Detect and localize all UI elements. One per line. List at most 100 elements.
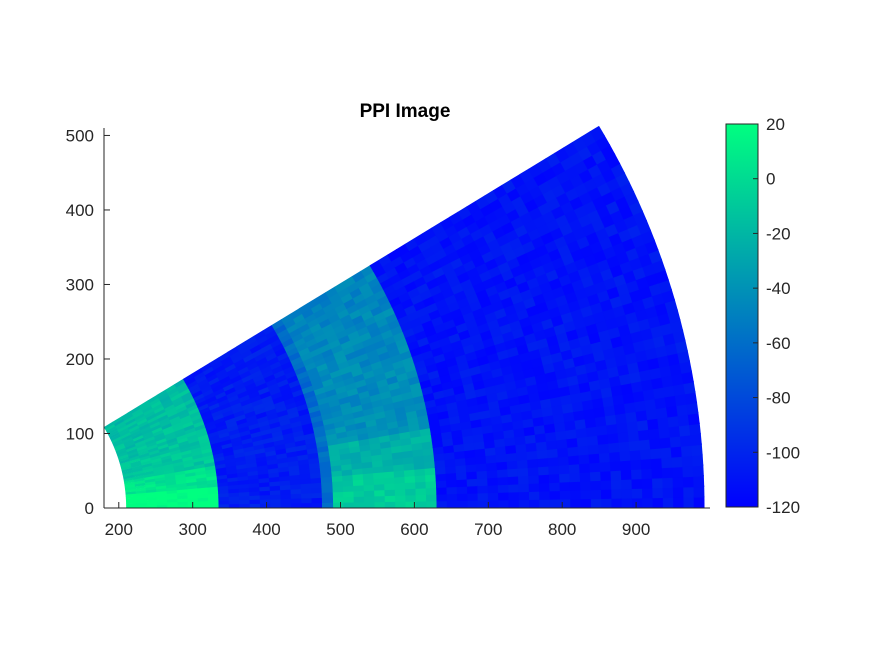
ppi-cell bbox=[641, 477, 653, 489]
ppi-cell bbox=[192, 456, 205, 463]
ppi-cell bbox=[404, 481, 416, 490]
ppi-cell bbox=[267, 416, 280, 425]
ppi-cell bbox=[487, 491, 499, 501]
ppi-cell bbox=[228, 370, 241, 380]
ppi-cell bbox=[466, 470, 478, 480]
ppi-cell bbox=[203, 391, 216, 401]
ppi-cell bbox=[238, 345, 251, 355]
ppi-cell bbox=[213, 387, 225, 396]
ppi-cell bbox=[163, 428, 175, 436]
ppi-cell bbox=[274, 346, 287, 357]
ppi-cell bbox=[562, 410, 575, 423]
ppi-cell bbox=[280, 488, 292, 495]
ppi-cell bbox=[146, 504, 158, 508]
ppi-cell bbox=[545, 439, 558, 450]
ppi-cell bbox=[436, 486, 448, 495]
ppi-cell bbox=[153, 432, 165, 440]
ppi-cell bbox=[237, 390, 249, 399]
ppi-cell bbox=[155, 437, 167, 445]
ppi-cell bbox=[288, 379, 301, 389]
ppi-cell bbox=[129, 427, 141, 435]
ppi-cell bbox=[589, 125, 606, 142]
ppi-cell bbox=[351, 467, 364, 476]
ppi-cell bbox=[527, 391, 541, 403]
ppi-cell bbox=[299, 379, 313, 390]
ppi-cell bbox=[238, 491, 250, 497]
x-tick-label: 300 bbox=[178, 520, 206, 539]
ppi-cell bbox=[309, 472, 322, 479]
ppi-cell bbox=[293, 337, 306, 348]
ppi-cell bbox=[434, 466, 447, 475]
ppi-cell bbox=[216, 424, 228, 432]
ppi-cell bbox=[344, 324, 358, 336]
ppi-cell bbox=[306, 366, 319, 376]
ppi-cell bbox=[176, 405, 188, 414]
range-band bbox=[281, 265, 437, 508]
ppi-cell bbox=[119, 460, 131, 467]
ppi-cell bbox=[211, 409, 223, 418]
ppi-cell bbox=[191, 450, 203, 457]
ppi-cell bbox=[622, 391, 635, 405]
ppi-cell bbox=[352, 478, 364, 487]
ppi-cell bbox=[519, 401, 532, 413]
ppi-cell bbox=[556, 438, 568, 449]
plot-area bbox=[103, 125, 705, 508]
ppi-cell bbox=[616, 363, 630, 377]
ppi-cell bbox=[150, 400, 162, 409]
ppi-cell bbox=[238, 483, 250, 489]
ppi-cell bbox=[339, 313, 353, 325]
ppi-cell bbox=[566, 374, 580, 387]
ppi-cell bbox=[269, 338, 283, 349]
ppi-cell bbox=[323, 353, 336, 364]
ppi-cell bbox=[256, 415, 269, 424]
ppi-cell bbox=[194, 423, 206, 432]
ppi-cell bbox=[124, 483, 136, 488]
ppi-cell bbox=[103, 421, 115, 430]
ppi-cell bbox=[546, 378, 559, 391]
ppi-cell bbox=[282, 365, 295, 375]
ppi-cell bbox=[309, 409, 322, 419]
ppi-cell bbox=[124, 441, 136, 448]
ppi-cell bbox=[399, 250, 413, 263]
ppi-cell bbox=[133, 472, 145, 478]
ppi-cell bbox=[218, 503, 230, 508]
ppi-cell bbox=[172, 458, 184, 464]
ppi-cell bbox=[189, 410, 201, 419]
ppi-cell bbox=[624, 351, 638, 365]
ppi-cell bbox=[237, 479, 250, 485]
ppi-cell bbox=[300, 492, 312, 499]
ppi-cell bbox=[142, 467, 154, 473]
ppi-cell bbox=[149, 421, 161, 429]
ppi-cell bbox=[497, 483, 509, 493]
ppi-cell bbox=[156, 504, 168, 508]
ppi-cell bbox=[267, 333, 280, 344]
ppi-cell bbox=[492, 184, 508, 199]
ppi-cell bbox=[384, 501, 396, 508]
ppi-cell bbox=[131, 432, 143, 440]
ppi-cell bbox=[457, 499, 468, 508]
ppi-cell bbox=[261, 432, 274, 440]
ppi-cell bbox=[175, 430, 187, 438]
chart-title: PPI Image bbox=[360, 101, 451, 122]
ppi-cell bbox=[355, 298, 369, 310]
ppi-cell bbox=[662, 496, 674, 508]
ppi-cell bbox=[340, 292, 354, 304]
ppi-cell bbox=[440, 216, 454, 231]
ppi-cell bbox=[373, 338, 387, 350]
ppi-cell bbox=[179, 388, 191, 397]
ppi-cell bbox=[649, 437, 661, 450]
ppi-cell bbox=[197, 493, 209, 499]
ppi-cell bbox=[313, 357, 327, 368]
ppi-cell bbox=[186, 379, 198, 389]
ppi-cell bbox=[599, 460, 611, 472]
ppi-cell bbox=[249, 394, 262, 403]
ppi-cell bbox=[259, 490, 271, 496]
ppi-cell bbox=[209, 437, 221, 445]
ppi-cell bbox=[373, 288, 387, 301]
ppi-cell bbox=[571, 400, 584, 413]
ppi-cell bbox=[239, 369, 252, 380]
ppi-cell bbox=[213, 416, 226, 425]
ppi-cell bbox=[119, 429, 131, 437]
ppi-cell bbox=[494, 445, 507, 456]
ppi-cell bbox=[295, 341, 309, 353]
